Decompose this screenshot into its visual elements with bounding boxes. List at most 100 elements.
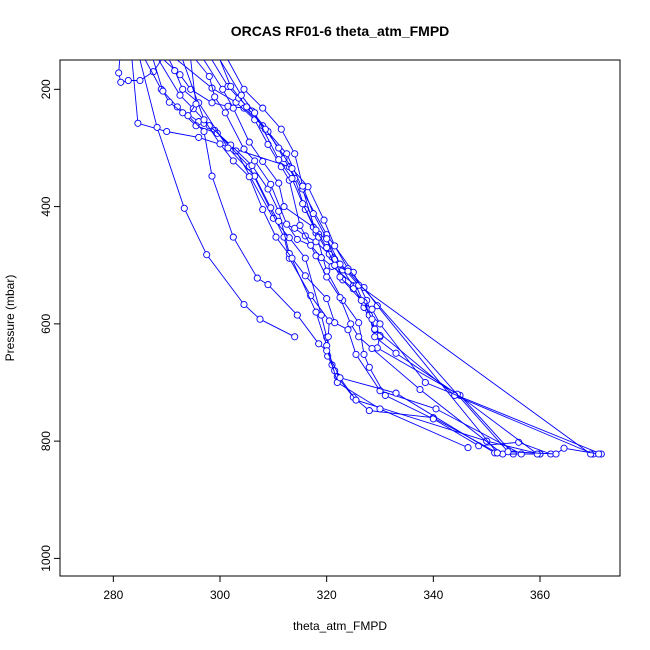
data-point <box>493 449 501 457</box>
data-point <box>309 210 317 218</box>
data-point <box>251 109 259 117</box>
data-point <box>256 315 264 323</box>
data-point <box>245 173 253 181</box>
data-point <box>368 305 376 313</box>
data-point <box>192 100 200 108</box>
data-point <box>240 145 248 153</box>
data-point <box>324 333 332 341</box>
data-point <box>259 157 267 165</box>
data-point <box>179 109 187 117</box>
data-point <box>221 109 229 117</box>
series-line <box>182 60 522 455</box>
data-point <box>205 122 213 130</box>
data-point <box>371 333 379 341</box>
data-point <box>280 203 288 211</box>
data-point <box>229 157 237 165</box>
data-point <box>323 235 331 243</box>
data-point <box>365 363 373 371</box>
data-point <box>331 242 339 250</box>
plot-frame <box>59 59 621 577</box>
data-point <box>416 385 424 394</box>
data-point <box>323 295 331 303</box>
data-point <box>301 254 309 262</box>
data-point <box>205 72 213 80</box>
data-point <box>355 319 363 327</box>
series-layer <box>115 60 605 458</box>
data-point <box>176 91 184 99</box>
data-point <box>163 127 171 136</box>
data-point <box>227 82 235 90</box>
data-point <box>272 233 280 241</box>
data-point <box>211 93 219 101</box>
data-point <box>336 293 344 302</box>
series-line <box>187 60 495 454</box>
data-point <box>259 104 267 112</box>
data-point <box>203 251 211 259</box>
data-point <box>432 405 440 413</box>
data-point <box>312 226 320 234</box>
x-tick-label: 360 <box>530 588 550 602</box>
data-point <box>301 272 309 280</box>
series-line <box>211 60 602 455</box>
data-point <box>299 200 307 208</box>
x-tick-label: 280 <box>103 588 123 602</box>
data-point <box>595 450 603 458</box>
data-point <box>240 300 248 309</box>
data-point <box>293 311 301 319</box>
data-point <box>560 444 568 452</box>
data-point <box>291 150 299 158</box>
y-tick-label: 800 <box>39 431 53 451</box>
data-point <box>229 104 237 112</box>
data-point <box>299 182 307 190</box>
data-point <box>192 122 200 130</box>
data-point <box>264 281 272 289</box>
data-point <box>323 347 331 355</box>
series-line <box>158 60 469 449</box>
data-point <box>336 273 344 281</box>
data-point <box>267 180 275 188</box>
data-point <box>219 85 227 93</box>
data-point <box>124 76 132 85</box>
chart-title: ORCAS RF01-6 theta_atm_FMPD <box>231 23 450 39</box>
x-axis-label: theta_atm_FMPD <box>293 619 387 633</box>
data-point <box>365 407 373 415</box>
x-tick-label: 300 <box>210 588 230 602</box>
data-point <box>267 204 275 212</box>
data-point <box>552 450 560 458</box>
data-point <box>323 244 331 252</box>
data-point <box>283 220 291 228</box>
series-line <box>195 60 538 455</box>
data-point <box>153 123 161 131</box>
data-point <box>344 326 352 334</box>
data-point <box>392 349 400 357</box>
data-point <box>171 67 179 75</box>
data-point <box>136 76 144 85</box>
data-point <box>331 319 339 327</box>
series-line <box>227 60 591 455</box>
y-tick-label: 400 <box>39 196 53 216</box>
data-point <box>307 241 315 249</box>
data-point <box>320 216 328 224</box>
data-point <box>259 205 267 214</box>
data-point <box>587 450 595 458</box>
data-point <box>376 405 384 413</box>
data-point <box>275 179 283 187</box>
data-point <box>392 389 400 397</box>
x-tick-label: 340 <box>423 588 443 602</box>
data-point <box>352 396 360 404</box>
series-line <box>219 60 599 455</box>
data-point <box>371 325 379 333</box>
data-point <box>237 91 245 99</box>
data-point <box>336 374 344 382</box>
data-point <box>421 378 429 387</box>
data-point <box>317 311 325 319</box>
data-point <box>200 127 208 136</box>
data-point <box>245 138 253 146</box>
data-point <box>315 340 323 348</box>
x-tick-label: 320 <box>317 588 337 602</box>
data-point <box>208 172 216 180</box>
data-point <box>288 164 296 173</box>
data-point <box>232 147 240 155</box>
data-point <box>331 261 339 269</box>
